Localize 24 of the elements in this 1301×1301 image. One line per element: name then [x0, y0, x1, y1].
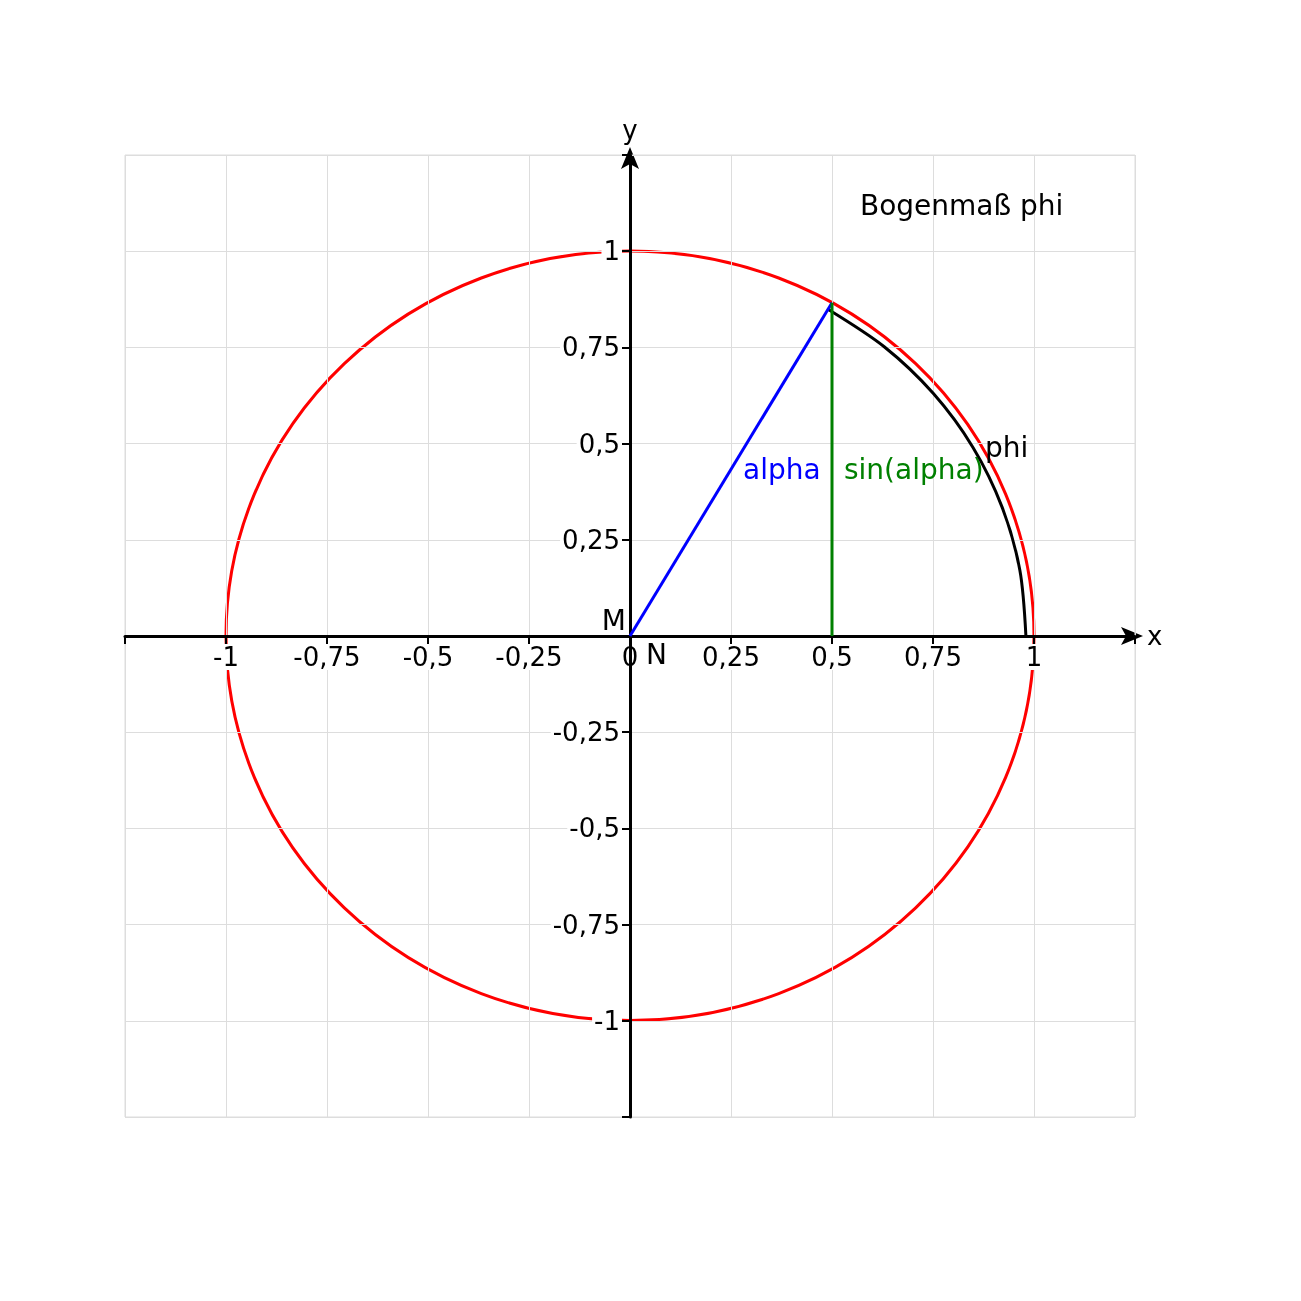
x-tick-label: -0,25 [495, 642, 563, 672]
x-tick-label: 0,25 [702, 642, 760, 672]
y-tick-label: 1 [603, 236, 620, 267]
series-label: sin(alpha) [844, 452, 984, 486]
y-tick-label: 0,75 [562, 332, 620, 363]
x-tick-label: 0,5 [811, 642, 853, 672]
y-tick-label: 0,25 [562, 524, 620, 555]
y-axis-title: y [622, 115, 638, 145]
x-tick-label: -0,5 [402, 642, 454, 672]
annotation: N [646, 637, 667, 671]
x-axis-title: x [1147, 621, 1163, 651]
series-label: phi [985, 430, 1029, 464]
y-tick-label: -0,75 [552, 909, 620, 940]
y-tick-label: 0,5 [578, 428, 620, 459]
x-tick-label: -0,75 [293, 642, 361, 672]
y-tick-label: -1 [594, 1005, 620, 1036]
annotation: M [601, 603, 626, 637]
x-tick-label: -1 [213, 642, 239, 672]
series-label: alpha [743, 452, 821, 486]
x-tick-label: 1 [1025, 642, 1043, 672]
text: Bogenmaß phi [860, 188, 1064, 222]
y-tick-label: -0,5 [569, 813, 620, 844]
x-tick-label: 0,75 [904, 642, 962, 672]
y-tick-label: -0,25 [552, 717, 620, 748]
